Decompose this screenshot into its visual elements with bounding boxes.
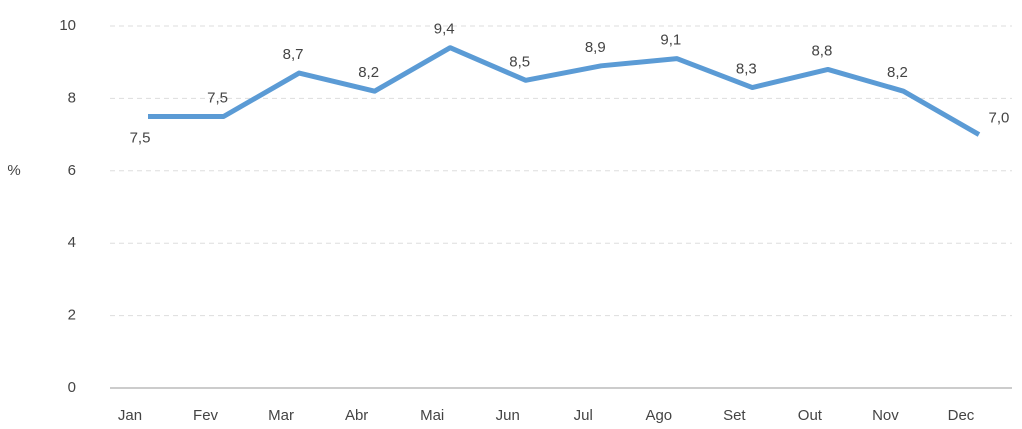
data-label: 8,5 (509, 53, 530, 70)
data-label: 7,5 (207, 89, 228, 106)
data-label: 8,9 (585, 39, 606, 56)
x-tick-label: Jan (118, 407, 142, 424)
x-tick-label: Set (723, 407, 746, 424)
data-label: 8,7 (283, 46, 304, 63)
x-tick-label: Ago (645, 407, 672, 424)
y-tick-label: 4 (68, 234, 76, 251)
x-tick-label: Fev (193, 407, 219, 424)
y-tick-label: 0 (68, 379, 76, 396)
y-axis-label: % (7, 162, 20, 179)
x-tick-label: Out (798, 407, 823, 424)
data-label: 9,4 (434, 21, 455, 38)
data-label: 7,5 (130, 129, 151, 146)
x-tick-label: Jul (574, 407, 593, 424)
y-tick-label: 10 (59, 17, 76, 34)
x-tick-label: Mar (268, 407, 294, 424)
x-tick-label: Dec (948, 407, 975, 424)
data-label: 8,2 (887, 64, 908, 81)
y-tick-label: 6 (68, 162, 76, 179)
x-tick-label: Mai (420, 407, 444, 424)
data-label: 9,1 (660, 32, 681, 49)
x-tick-label: Abr (345, 407, 368, 424)
x-tick-label: Jun (496, 407, 520, 424)
data-label: 8,2 (358, 64, 379, 81)
y-tick-label: 2 (68, 307, 76, 324)
data-label: 8,3 (736, 61, 757, 78)
data-label: 7,0 (989, 110, 1010, 127)
y-tick-label: 8 (68, 89, 76, 106)
data-label: 8,8 (811, 42, 832, 59)
line (148, 45, 981, 137)
x-tick-label: Nov (872, 407, 899, 424)
